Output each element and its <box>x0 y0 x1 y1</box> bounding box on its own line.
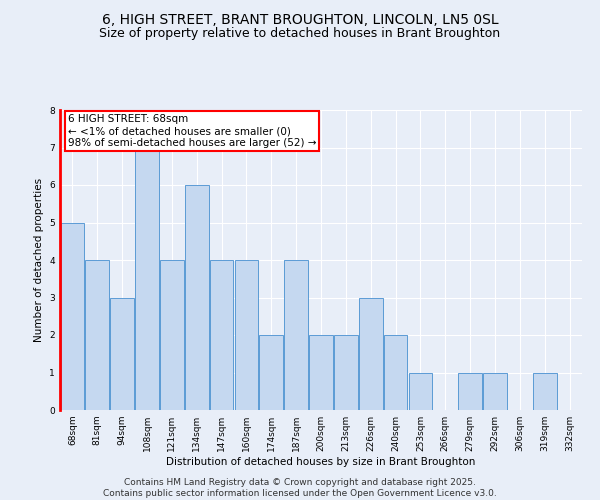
Bar <box>210 260 233 410</box>
Bar <box>61 222 84 410</box>
Bar <box>284 260 308 410</box>
X-axis label: Distribution of detached houses by size in Brant Broughton: Distribution of detached houses by size … <box>166 457 476 467</box>
Bar <box>185 185 209 410</box>
Bar <box>533 372 557 410</box>
Bar <box>384 335 407 410</box>
Bar <box>409 372 432 410</box>
Text: Contains HM Land Registry data © Crown copyright and database right 2025.
Contai: Contains HM Land Registry data © Crown c… <box>103 478 497 498</box>
Text: Size of property relative to detached houses in Brant Broughton: Size of property relative to detached ho… <box>100 28 500 40</box>
Bar <box>160 260 184 410</box>
Bar <box>334 335 358 410</box>
Bar <box>85 260 109 410</box>
Bar <box>259 335 283 410</box>
Y-axis label: Number of detached properties: Number of detached properties <box>34 178 44 342</box>
Text: 6 HIGH STREET: 68sqm
← <1% of detached houses are smaller (0)
98% of semi-detach: 6 HIGH STREET: 68sqm ← <1% of detached h… <box>68 114 316 148</box>
Bar <box>458 372 482 410</box>
Bar <box>483 372 507 410</box>
Bar <box>135 148 159 410</box>
Bar <box>235 260 258 410</box>
Bar <box>359 298 383 410</box>
Text: 6, HIGH STREET, BRANT BROUGHTON, LINCOLN, LN5 0SL: 6, HIGH STREET, BRANT BROUGHTON, LINCOLN… <box>101 12 499 26</box>
Bar <box>110 298 134 410</box>
Bar <box>309 335 333 410</box>
